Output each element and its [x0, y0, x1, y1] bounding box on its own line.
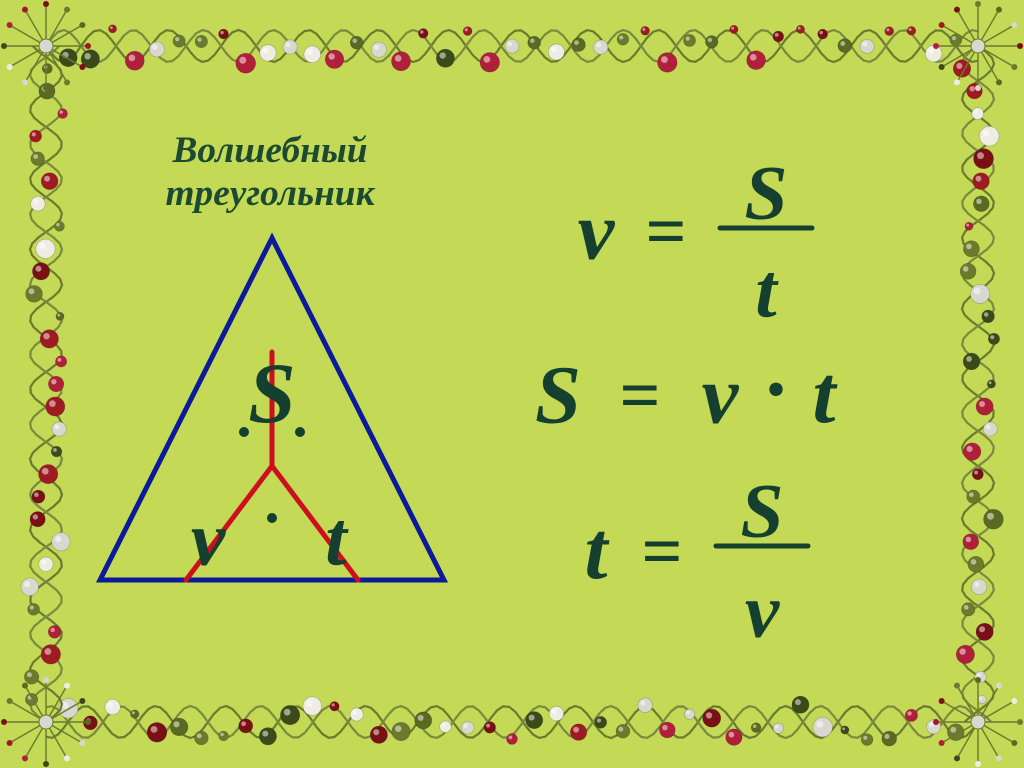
formula-3-numer: S — [740, 467, 783, 556]
title-line-2: треугольник — [166, 172, 375, 215]
formula-2-equals: = — [619, 354, 660, 437]
formula-2-dot: · — [762, 340, 790, 436]
background — [0, 0, 1024, 768]
formula-1-numer: S — [744, 149, 787, 238]
operation-dot — [267, 513, 277, 523]
formula-2-rhs-t: t — [813, 346, 836, 442]
formula-2-lhs: S — [535, 346, 581, 442]
triangle-symbol-t: t — [325, 495, 346, 584]
triangle-symbol-v: v — [191, 495, 225, 584]
formula-2-rhs-v: v — [702, 346, 739, 442]
formula-3-equals: = — [641, 510, 682, 593]
formula-1-denom: t — [755, 247, 776, 336]
triangle-symbol-s: S — [248, 345, 295, 443]
formula-1-equals: = — [645, 190, 686, 273]
formula-3-lhs: t — [585, 502, 608, 598]
formula-1-lhs: v — [578, 182, 615, 278]
operation-dot — [295, 427, 305, 437]
title-line-1: Волшебный — [173, 129, 368, 172]
formula-3-denom: v — [745, 567, 779, 656]
